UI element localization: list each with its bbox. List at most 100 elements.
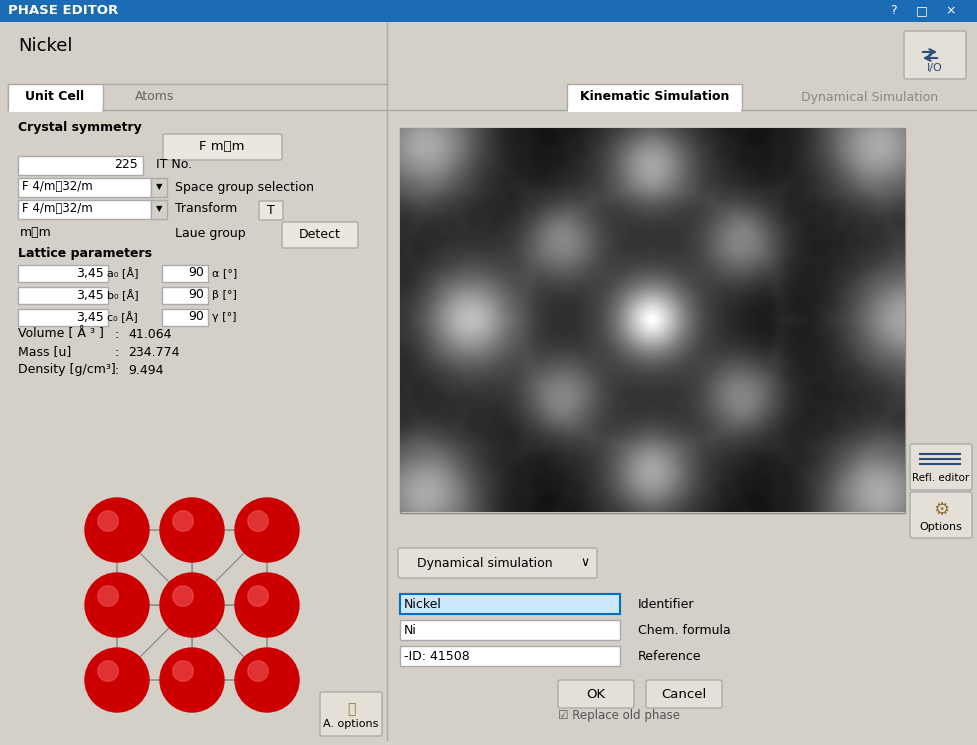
Text: β [°]: β [°]: [212, 290, 236, 300]
FancyBboxPatch shape: [281, 222, 358, 248]
Circle shape: [173, 661, 193, 681]
Text: 225: 225: [114, 159, 138, 171]
Text: Reference: Reference: [637, 650, 701, 662]
Text: Volume [ Å ³ ]: Volume [ Å ³ ]: [18, 328, 104, 340]
Text: □: □: [915, 4, 927, 17]
Circle shape: [173, 586, 193, 606]
Bar: [162, 287, 208, 304]
Text: Transform: Transform: [175, 203, 237, 215]
Text: Dynamical Simulation: Dynamical Simulation: [800, 90, 938, 104]
Text: 90: 90: [188, 267, 204, 279]
Text: c₀ [Å]: c₀ [Å]: [106, 311, 138, 323]
Text: Space group selection: Space group selection: [175, 180, 314, 194]
Text: I/O: I/O: [926, 63, 942, 73]
Bar: [568, 109, 741, 112]
FancyBboxPatch shape: [319, 692, 382, 736]
Text: Chem. formula: Chem. formula: [637, 624, 730, 636]
Text: Nickel: Nickel: [18, 37, 72, 55]
Text: 3,45: 3,45: [76, 311, 104, 323]
Circle shape: [247, 511, 268, 531]
Bar: [400, 646, 619, 666]
Text: γ [°]: γ [°]: [212, 312, 236, 322]
Text: Cancel: Cancel: [660, 688, 706, 700]
Text: Lattice parameters: Lattice parameters: [18, 247, 151, 259]
Text: 90: 90: [188, 288, 204, 302]
FancyBboxPatch shape: [909, 492, 971, 538]
Text: m㎺m: m㎺m: [20, 226, 52, 239]
Text: ▼: ▼: [155, 183, 162, 191]
Circle shape: [234, 498, 299, 562]
Bar: [162, 309, 208, 326]
Text: 3,45: 3,45: [76, 267, 104, 279]
Bar: [9, 109, 102, 112]
Bar: [150, 200, 167, 219]
Text: F m㎺m: F m㎺m: [199, 141, 244, 153]
Text: IT No.: IT No.: [156, 159, 191, 171]
Text: Mass [u]: Mass [u]: [18, 346, 71, 358]
Text: Atoms: Atoms: [135, 90, 175, 104]
Text: Density [g/cm³]: Density [g/cm³]: [18, 364, 115, 376]
Text: b₀ [Å]: b₀ [Å]: [106, 289, 139, 301]
FancyBboxPatch shape: [909, 444, 971, 490]
Text: Crystal symmetry: Crystal symmetry: [18, 121, 142, 135]
Bar: [150, 178, 167, 197]
Circle shape: [234, 648, 299, 712]
FancyBboxPatch shape: [903, 31, 965, 79]
Text: 90: 90: [188, 311, 204, 323]
Text: α [°]: α [°]: [212, 268, 237, 278]
Text: :: :: [115, 328, 119, 340]
Text: Laue group: Laue group: [175, 226, 245, 239]
Bar: [162, 265, 208, 282]
Bar: [567, 84, 742, 110]
Bar: [18, 178, 150, 197]
FancyBboxPatch shape: [558, 680, 633, 708]
Text: a₀ [Å]: a₀ [Å]: [106, 267, 139, 279]
Bar: [400, 128, 904, 513]
Circle shape: [234, 573, 299, 637]
Bar: [400, 594, 619, 614]
Circle shape: [247, 661, 268, 681]
Circle shape: [98, 661, 118, 681]
Circle shape: [160, 573, 224, 637]
Text: Nickel: Nickel: [404, 597, 442, 610]
Text: PHASE EDITOR: PHASE EDITOR: [8, 4, 118, 17]
Text: Options: Options: [918, 522, 961, 532]
Text: 41.064: 41.064: [128, 328, 171, 340]
Text: ×: ×: [945, 4, 956, 17]
Text: ▼: ▼: [155, 204, 162, 214]
Text: ⚙: ⚙: [932, 501, 948, 519]
Bar: [8, 84, 103, 110]
Circle shape: [98, 586, 118, 606]
FancyBboxPatch shape: [259, 201, 282, 220]
Bar: [18, 156, 143, 175]
Text: 234.774: 234.774: [128, 346, 180, 358]
Bar: [18, 200, 150, 219]
Text: Dynamical simulation: Dynamical simulation: [417, 557, 552, 569]
Bar: [18, 265, 107, 282]
Circle shape: [98, 511, 118, 531]
Text: Identifier: Identifier: [637, 597, 694, 610]
Text: ☑ Replace old phase: ☑ Replace old phase: [558, 708, 679, 721]
FancyBboxPatch shape: [163, 134, 281, 160]
Text: A. options: A. options: [323, 719, 378, 729]
Text: 📋: 📋: [347, 702, 355, 716]
Text: Refl. editor: Refl. editor: [912, 473, 968, 483]
FancyBboxPatch shape: [646, 680, 721, 708]
Circle shape: [173, 511, 193, 531]
Text: -ID: 41508: -ID: 41508: [404, 650, 469, 662]
Text: Detect: Detect: [299, 229, 341, 241]
Bar: [400, 620, 619, 640]
Circle shape: [85, 498, 149, 562]
FancyBboxPatch shape: [398, 548, 596, 578]
Text: OK: OK: [586, 688, 605, 700]
Text: :: :: [115, 364, 119, 376]
Bar: [18, 309, 107, 326]
Text: T: T: [267, 203, 275, 217]
Text: ∨: ∨: [579, 557, 589, 569]
Circle shape: [160, 648, 224, 712]
Text: ?: ?: [889, 4, 895, 17]
Text: 3,45: 3,45: [76, 288, 104, 302]
Text: Kinematic Simulation: Kinematic Simulation: [579, 90, 729, 104]
Text: Unit Cell: Unit Cell: [25, 90, 84, 104]
Circle shape: [160, 498, 224, 562]
